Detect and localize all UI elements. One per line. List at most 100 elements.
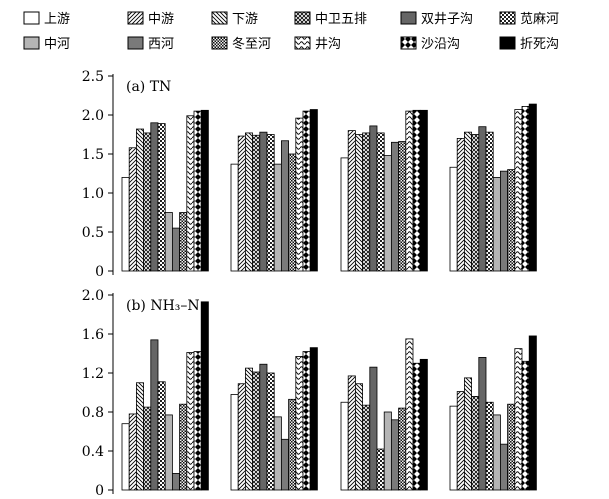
- legend-item: 中游: [127, 11, 174, 27]
- bar: [405, 338, 414, 491]
- legend-item: 西河: [127, 36, 174, 52]
- bar: [266, 372, 275, 491]
- bar: [492, 176, 501, 272]
- y-tick-label: 1.2: [82, 366, 104, 382]
- bar: [150, 122, 159, 272]
- bar: [340, 157, 349, 272]
- bar: [398, 407, 407, 491]
- legend-item: 中河: [23, 36, 70, 52]
- legend-swatch: [127, 11, 144, 25]
- legend-item: 折死沟: [499, 36, 559, 52]
- bar: [150, 339, 159, 491]
- bar: [266, 134, 275, 272]
- bar: [499, 443, 508, 491]
- y-tick-label: 2.5: [82, 69, 104, 85]
- bar: [244, 132, 253, 272]
- legend-item: 井沟: [294, 36, 341, 52]
- y-tick-label: 0.4: [82, 444, 104, 460]
- bar: [121, 176, 130, 272]
- bar: [280, 140, 289, 272]
- bar: [449, 405, 458, 491]
- legend-label: 冬至河: [232, 36, 271, 52]
- bar: [383, 411, 392, 491]
- bar: [302, 110, 311, 272]
- bar: [273, 163, 282, 272]
- legend-label: 双井子沟: [421, 12, 473, 27]
- bar: [499, 170, 508, 272]
- legend-label: 中河: [44, 37, 70, 52]
- legend-swatch: [400, 11, 417, 25]
- bar: [135, 382, 144, 491]
- bar: [230, 394, 239, 491]
- bar: [295, 356, 304, 491]
- bar: [252, 134, 261, 272]
- bar: [376, 448, 385, 491]
- bar: [252, 371, 261, 491]
- bar: [369, 125, 378, 272]
- bar: [200, 109, 209, 272]
- panel-title: (a) TN: [126, 79, 171, 95]
- bar: [507, 403, 516, 491]
- bar: [528, 103, 537, 272]
- legend-item: 沙沿沟: [400, 36, 460, 52]
- bar: [179, 212, 188, 272]
- legend-swatch: [499, 11, 516, 25]
- legend-swatch: [211, 36, 228, 50]
- bar: [507, 169, 516, 272]
- legend-label: 苋麻河: [520, 12, 559, 27]
- bar: [354, 134, 363, 272]
- bar: [419, 358, 428, 491]
- legend-label: 下游: [232, 12, 258, 27]
- bar: [485, 131, 494, 272]
- panel-title: (b) NH₃–N: [126, 298, 200, 314]
- bar: [376, 132, 385, 272]
- bar: [492, 414, 501, 491]
- legend-swatch: [23, 36, 40, 50]
- bar: [143, 132, 152, 272]
- legend-label: 中游: [148, 12, 174, 27]
- bar: [302, 351, 311, 491]
- legend-item: 上游: [23, 11, 70, 27]
- bar: [186, 352, 195, 491]
- y-tick-label: 0.8: [82, 405, 104, 421]
- legend-swatch: [211, 11, 228, 25]
- legend-label: 西河: [148, 37, 174, 52]
- bar: [230, 163, 239, 272]
- bar: [390, 419, 399, 491]
- bar: [347, 375, 356, 491]
- y-tick-label: 2.0: [82, 288, 104, 304]
- bar: [528, 335, 537, 491]
- bar: [369, 366, 378, 491]
- legend-label: 沙沿沟: [421, 37, 460, 52]
- bar: [521, 106, 530, 272]
- legend-swatch: [294, 36, 311, 50]
- bar: [412, 362, 421, 491]
- y-tick-label: 0: [95, 264, 104, 280]
- legend-label: 井沟: [315, 37, 341, 52]
- bar: [259, 131, 268, 272]
- bar: [135, 128, 144, 272]
- panel-nh3n: 0 0.4 0.8 1.2 1.6 2.0 (b) NH₃–N: [82, 288, 537, 499]
- legend-label: 中卫五排: [315, 12, 367, 27]
- bar: [354, 383, 363, 491]
- bar: [383, 155, 392, 272]
- bar: [514, 109, 523, 272]
- bar: [128, 413, 137, 491]
- bar: [186, 115, 195, 272]
- legend-item: 下游: [211, 11, 258, 27]
- legend-swatch: [127, 36, 144, 50]
- bar: [390, 141, 399, 272]
- legend-item: 双井子沟: [400, 11, 473, 27]
- bar: [171, 473, 180, 491]
- bar: [244, 367, 253, 491]
- bar: [340, 401, 349, 491]
- bar: [200, 301, 209, 491]
- bar: [237, 135, 246, 272]
- bar: [193, 351, 202, 491]
- bar: [128, 147, 137, 272]
- y-tick-label: 1.0: [82, 186, 104, 202]
- bar: [412, 109, 421, 272]
- bar: [463, 377, 472, 491]
- bar: [419, 109, 428, 272]
